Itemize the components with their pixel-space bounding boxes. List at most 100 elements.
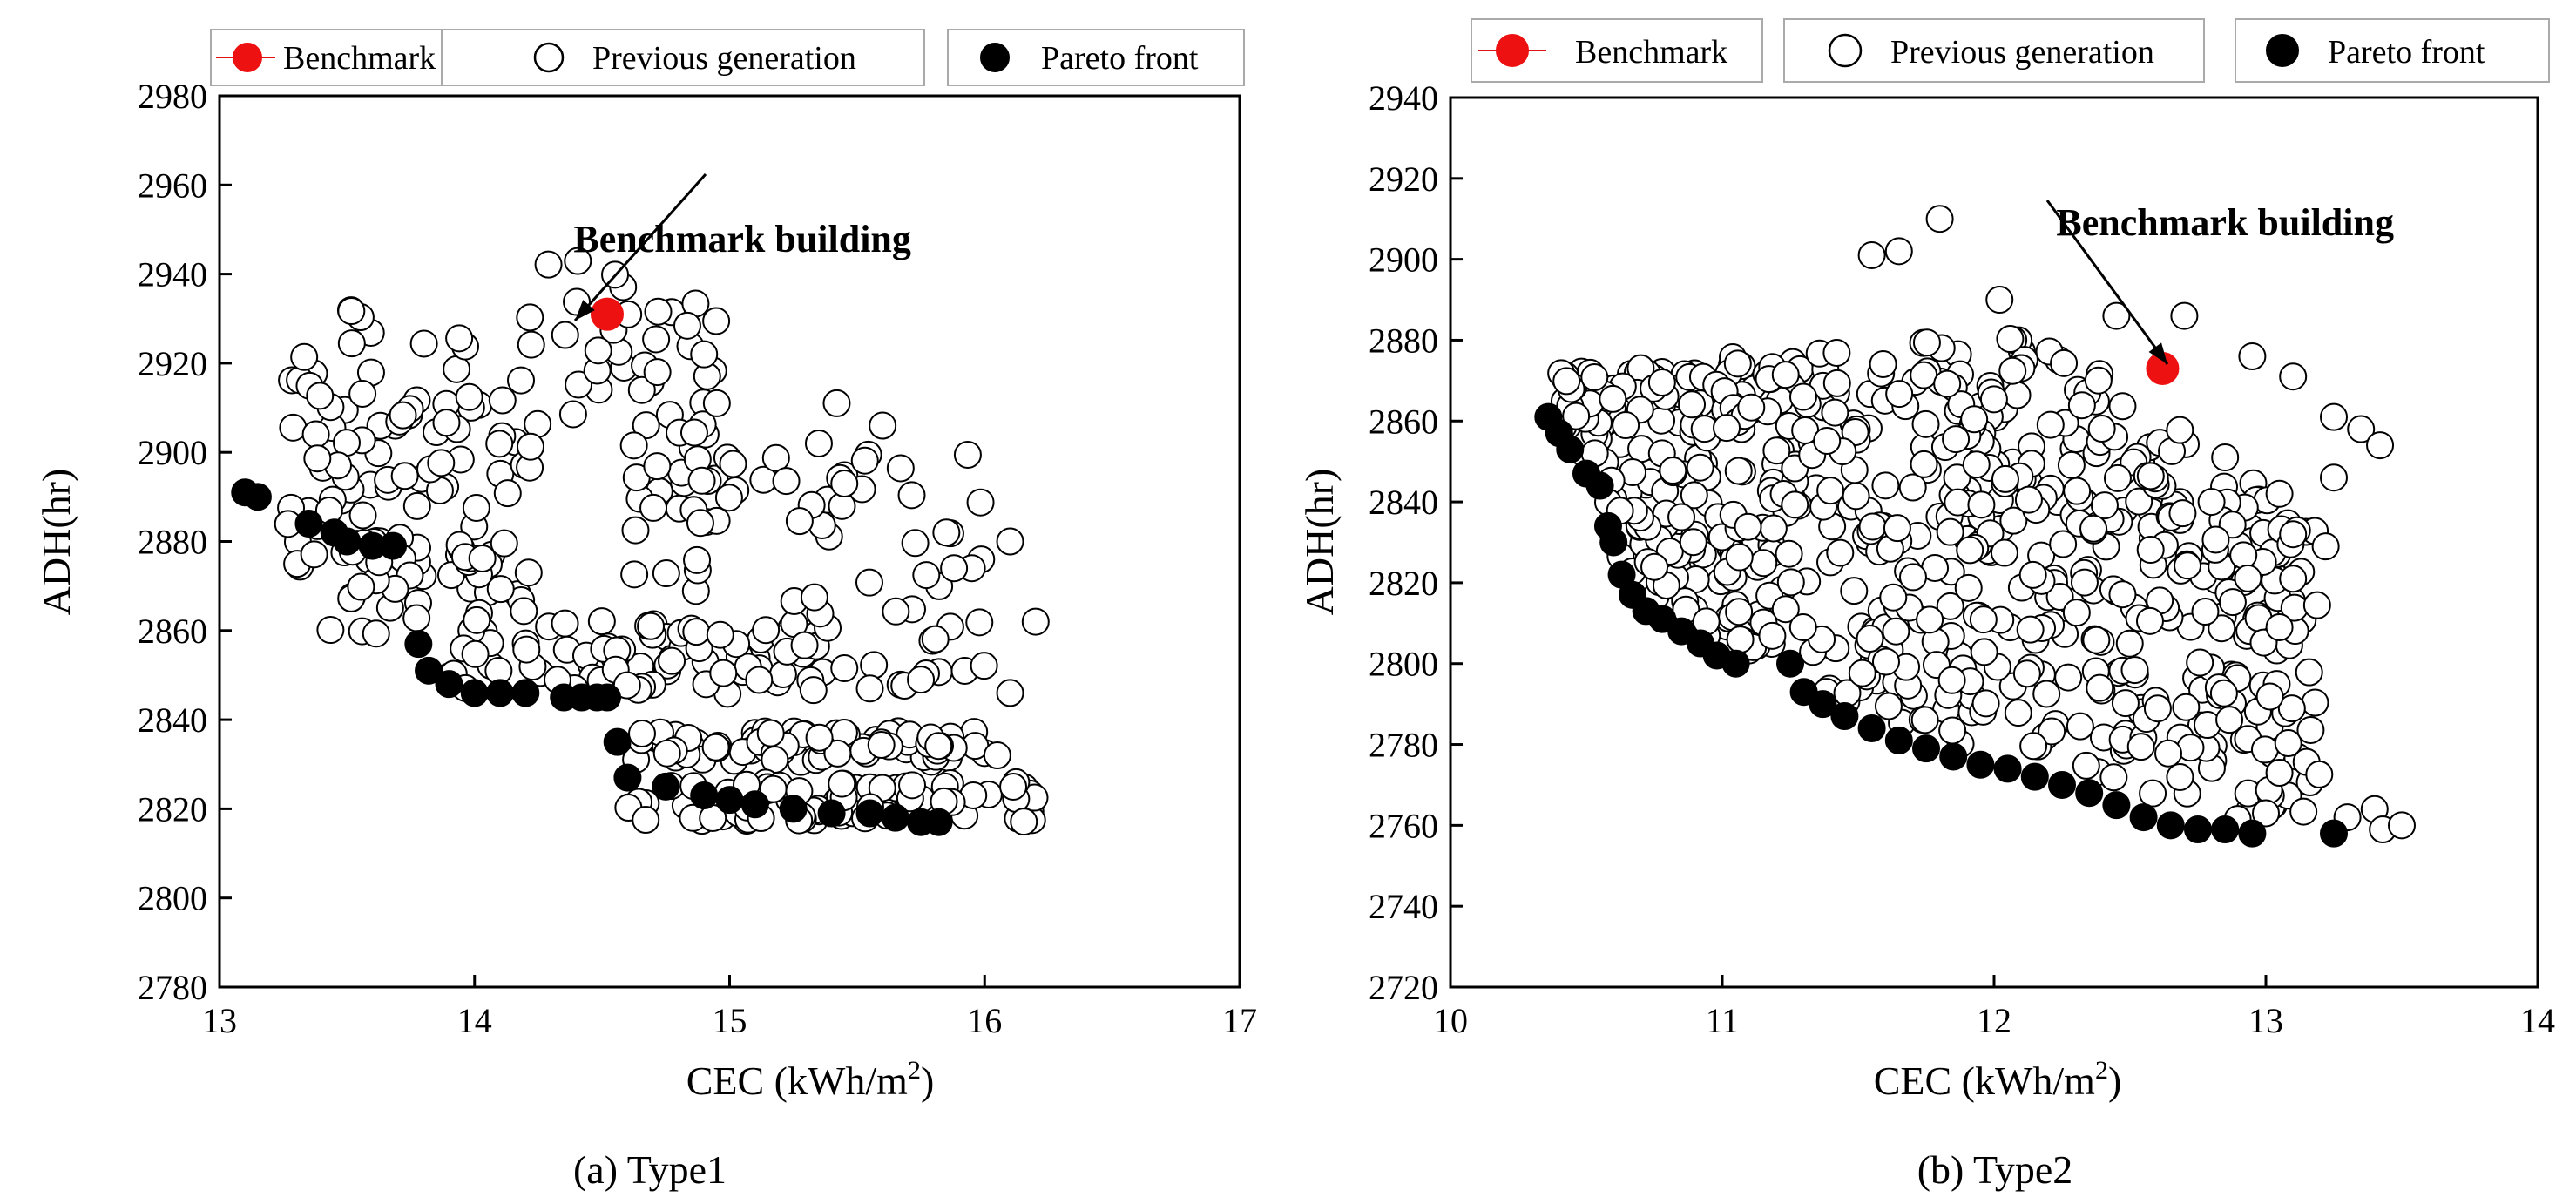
annotation-benchmark-building: Benchmark building	[573, 218, 911, 260]
previous-generation-point	[673, 311, 701, 340]
previous-generation-point	[799, 676, 828, 705]
previous-generation-point	[642, 325, 671, 354]
previous-generation-point	[2218, 588, 2247, 617]
panel-b-type2: Benchmark Previous generation Pareto fro…	[1297, 18, 2555, 1192]
previous-generation-point	[709, 659, 738, 687]
y-tick-label: 2780	[138, 968, 207, 1007]
previous-generation-point	[1970, 638, 1998, 666]
previous-generation-point	[316, 616, 345, 645]
previous-generation-point	[1725, 543, 1754, 572]
previous-generation-point	[432, 409, 461, 437]
previous-generation-point	[701, 733, 730, 761]
previous-generation-point	[756, 719, 785, 747]
previous-generation-point	[1910, 706, 1939, 734]
previous-generation-point	[2102, 301, 2131, 330]
axis-ticks-b: 10 11 12 13 14 2720 2740 2760 2780 2800 2820 2840 28…	[1369, 78, 2555, 1040]
pareto-front-point	[740, 790, 769, 819]
pareto-front-point	[1884, 726, 1913, 754]
previous-generation-point	[953, 440, 982, 469]
previous-generation-point	[468, 544, 497, 572]
previous-generation-point	[463, 605, 491, 634]
y-tick-label: 2960	[138, 166, 207, 205]
previous-generation-point	[644, 297, 673, 326]
legend-a: Benchmark Previous generation Pareto fro…	[210, 29, 1245, 86]
previous-generation-point	[348, 501, 377, 530]
previous-generation-point	[2135, 606, 2164, 635]
previous-generation-point	[1813, 426, 1842, 455]
previous-generation-point	[534, 250, 563, 279]
previous-generation-point	[1713, 414, 1741, 443]
previous-generation-point	[347, 572, 375, 601]
previous-generation-point	[2208, 614, 2236, 643]
previous-generation-point	[2265, 759, 2294, 788]
previous-generation-point	[587, 607, 616, 636]
previous-generation-point	[679, 418, 708, 447]
previous-generation-point	[1879, 583, 1908, 612]
previous-generation-point	[2136, 462, 2165, 490]
x-axis-title-a-sup: 2	[908, 1056, 921, 1085]
previous-generation-point	[639, 493, 668, 522]
previous-generation-point	[1874, 692, 1903, 720]
previous-generation-point	[427, 449, 456, 477]
previous-generation-point	[2201, 525, 2230, 554]
y-tick-label: 2920	[1369, 159, 1438, 199]
previous-generation-point	[1971, 689, 2000, 718]
previous-generation-point	[2174, 551, 2202, 580]
previous-generation-point	[402, 604, 431, 632]
previous-generation-point	[690, 340, 719, 369]
pareto-front-point	[690, 781, 719, 810]
previous-generation-point	[2003, 381, 2032, 409]
previous-generation-point	[2079, 514, 2108, 543]
previous-generation-point	[2084, 366, 2113, 395]
previous-generation-point	[2279, 362, 2308, 391]
y-tick-label: 2740	[1369, 887, 1438, 926]
previous-generation-point	[402, 491, 431, 520]
previous-generation-point	[627, 375, 656, 404]
previous-generation-point	[2016, 615, 2045, 644]
previous-generation-point	[1822, 369, 1851, 397]
pareto-front-point	[1912, 734, 1940, 763]
pareto-front-point	[613, 763, 642, 792]
previous-generation-point	[1640, 552, 1669, 581]
pareto-front-point	[1776, 649, 1804, 678]
previous-generation-point	[300, 540, 328, 569]
previous-generation-point	[2168, 499, 2197, 528]
previous-generation-point	[1840, 577, 1869, 605]
previous-generation-point	[2018, 560, 2047, 589]
previous-generation-point	[996, 527, 1024, 556]
pareto-front-point	[1993, 754, 2022, 783]
previous-generation-point	[1967, 490, 1996, 519]
previous-generation-point	[1679, 528, 1707, 557]
x-axis-title-a: CEC (kWh/m2)	[686, 1056, 935, 1103]
previous-generation-point	[455, 382, 483, 411]
previous-generation-point	[1612, 411, 1640, 440]
annotation-arrow-head	[2148, 342, 2167, 364]
previous-generation-point	[1599, 384, 1627, 413]
previous-generation-point	[1667, 503, 1696, 531]
previous-generation-point	[683, 545, 712, 574]
pareto-front-point	[486, 679, 515, 707]
previous-generation-point	[1857, 240, 1886, 269]
previous-generation-point	[1723, 349, 1752, 378]
previous-generation-point	[612, 671, 641, 700]
previous-generation-point	[2072, 751, 2100, 780]
previous-generation-point	[1962, 450, 1991, 479]
pareto-front-point	[1809, 690, 1837, 719]
previous-generation-point	[882, 597, 910, 626]
previous-generation-point	[752, 616, 781, 645]
previous-generation-point	[970, 652, 998, 680]
previous-generation-point	[850, 446, 879, 475]
previous-generation-point	[1858, 512, 1887, 541]
previous-generation-point	[301, 420, 330, 449]
previous-generation-point	[2014, 485, 2043, 514]
previous-generation-point	[2126, 733, 2155, 761]
y-tick-label: 2860	[138, 612, 207, 651]
previous-generation-point	[804, 429, 833, 457]
previous-generation-point	[855, 674, 884, 703]
previous-generation-point	[1898, 563, 1927, 592]
previous-generation-point	[637, 612, 666, 640]
previous-generation-point	[1788, 382, 1817, 411]
previous-generation-point	[828, 769, 856, 798]
previous-generation-point	[2238, 342, 2267, 371]
